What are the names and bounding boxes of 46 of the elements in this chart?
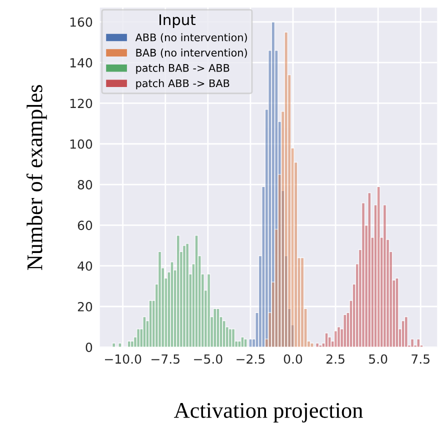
- legend-label: patch BAB -> ABB: [136, 64, 230, 74]
- y-tick-label: 0: [86, 342, 92, 352]
- y-tick-label: 60: [78, 220, 92, 230]
- y-tick-label: 20: [78, 302, 92, 312]
- y-tick-label: 120: [70, 98, 92, 108]
- bar: [306, 340, 311, 348]
- bar: [404, 316, 408, 348]
- x-tick-label: −10.0: [105, 354, 142, 364]
- bar: [154, 284, 159, 348]
- x-tick-label: 5.0: [369, 354, 388, 364]
- legend-label: ABB (no intervention): [135, 33, 247, 43]
- bar: [244, 338, 248, 348]
- bar: [176, 234, 180, 348]
- bar: [416, 338, 420, 348]
- x-tick-label: 2.5: [326, 354, 344, 364]
- bar: [118, 342, 122, 348]
- x-tick-label: −5.0: [194, 354, 222, 364]
- bar: [300, 257, 304, 348]
- x-axis-title: Activation projection: [174, 403, 363, 422]
- legend-title: Input: [160, 14, 196, 28]
- x-tick-label: 7.5: [412, 354, 430, 364]
- x-tick-label: −2.5: [236, 354, 265, 364]
- x-tick-label: 0.0: [284, 354, 302, 364]
- bar: [330, 340, 335, 348]
- bar: [284, 32, 288, 348]
- bar: [310, 342, 314, 348]
- bar: [130, 340, 134, 348]
- bar: [395, 278, 399, 348]
- bar: [112, 342, 116, 348]
- bar: [380, 236, 384, 348]
- bar: [420, 344, 424, 348]
- y-tick-label: 140: [70, 58, 92, 68]
- y-tick-label: 100: [70, 139, 92, 149]
- x-tick-label: −7.5: [152, 354, 180, 364]
- bar: [290, 148, 295, 348]
- bar: [225, 326, 230, 348]
- y-tick-label: 80: [78, 180, 92, 190]
- y-tick-label: 160: [70, 17, 92, 27]
- bar: [200, 274, 205, 348]
- legend-label: BAB (no intervention): [136, 48, 247, 58]
- bar: [315, 342, 320, 348]
- bar: [355, 263, 360, 348]
- y-axis-title: Number of examples: [26, 85, 47, 270]
- legend-label: patch ABB -> BAB: [136, 79, 230, 90]
- bar: [303, 308, 308, 348]
- y-tick-label: 40: [78, 261, 92, 271]
